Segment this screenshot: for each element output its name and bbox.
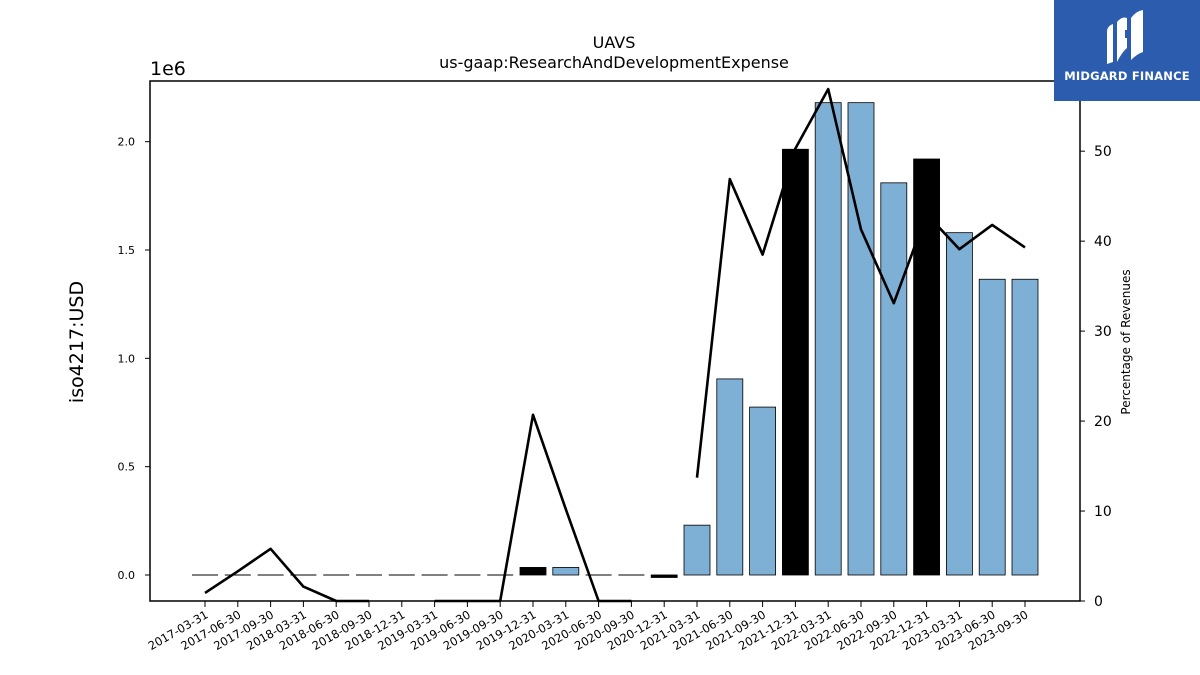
- brand-name: MIDGARD FINANCE: [1064, 69, 1190, 83]
- left-tick-label: 1.5: [118, 244, 136, 257]
- x-ticks: 2017-03-312017-06-302017-09-302018-03-31…: [146, 601, 1031, 653]
- bar: [847, 102, 875, 576]
- bar: [978, 278, 1006, 576]
- right-tick-label: 10: [1094, 504, 1112, 520]
- brand-logo: MIDGARD FINANCE: [1054, 0, 1200, 101]
- midgard-logo-icon: [1107, 10, 1143, 64]
- chart-subtitle: us-gaap:ResearchAndDevelopmentExpense: [439, 53, 789, 72]
- right-tick-label: 30: [1094, 324, 1112, 340]
- right-ticks: 0 10 20 30 40 50: [1080, 144, 1112, 610]
- left-tick-label: 0.5: [118, 461, 136, 474]
- right-tick-label: 20: [1094, 414, 1112, 430]
- left-tick-label: 0.0: [118, 569, 136, 582]
- bar: [749, 406, 776, 576]
- bar: [552, 567, 580, 576]
- bar: [946, 232, 973, 576]
- right-tick-label: 0: [1094, 594, 1103, 610]
- bar: [880, 182, 908, 576]
- bar: [814, 102, 842, 576]
- bars-group: [519, 102, 1039, 578]
- right-tick-label: 40: [1094, 234, 1112, 250]
- y-axis-label-left: iso4217:USD: [66, 281, 88, 403]
- left-tick-label: 1.0: [118, 352, 136, 365]
- plot-frame: [149, 80, 1081, 602]
- left-scale-label: 1e6: [150, 58, 186, 80]
- bar: [519, 567, 547, 576]
- left-ticks: 0.0 0.5 1.0 1.5 2.0: [118, 136, 150, 582]
- axes-group: [149, 80, 1081, 602]
- bar: [1011, 278, 1039, 576]
- bar: [782, 148, 809, 576]
- y-axis-label-right: Percentage of Revenues: [1119, 269, 1133, 414]
- bar: [913, 158, 940, 576]
- right-tick-label: 50: [1094, 144, 1112, 160]
- bar: [716, 378, 744, 576]
- percent-line: [695, 87, 1026, 478]
- left-tick-label: 2.0: [118, 136, 136, 149]
- bar: [683, 524, 711, 576]
- chart-title: UAVS: [593, 33, 636, 52]
